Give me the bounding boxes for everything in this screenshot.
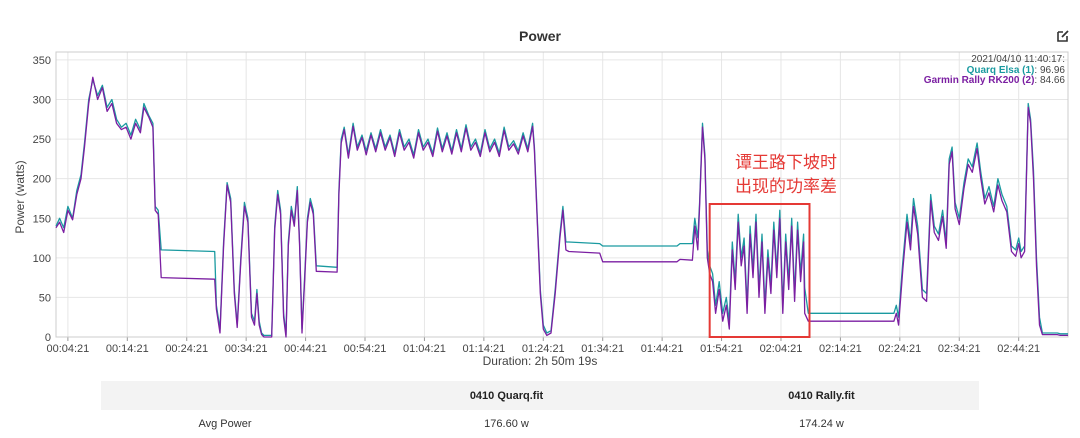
readout: 2021/04/10 11:40:17: Quarq Elsa (1): 96.… <box>924 54 1066 86</box>
x-tick-label: 00:44:21 <box>284 343 327 355</box>
x-tick-label: 01:54:21 <box>700 343 743 355</box>
x-tick-label: 01:44:21 <box>641 343 684 355</box>
readout-timestamp: 2021/04/10 11:40:17: <box>971 54 1065 65</box>
x-tick-label: 00:34:21 <box>225 343 268 355</box>
x-tick-label: 02:24:21 <box>878 343 921 355</box>
readout-quarq-label: Quarq Elsa (1) <box>967 65 1035 76</box>
series-line-rally <box>55 76 1068 338</box>
stats-header-quarq: 0410 Quarq.fit <box>349 381 664 410</box>
chart-title: Power <box>519 28 562 44</box>
plot-frame <box>55 51 1069 338</box>
x-tick-label: 01:34:21 <box>581 343 624 355</box>
grid <box>56 52 1068 338</box>
y-tick-label: 250 <box>33 134 51 146</box>
x-axis: 00:04:21 00:14:21 00:24:21 00:34:21 00:44:21… <box>46 337 1040 355</box>
x-tick-label: 00:04:21 <box>46 343 89 355</box>
stats-header-rally: 0410 Rally.fit <box>664 381 979 410</box>
y-axis-label: Power (watts) <box>13 160 27 233</box>
stats-header-empty <box>101 381 349 410</box>
stats-quarq-value: 176.60 w <box>484 418 529 430</box>
x-tick-label: 00:14:21 <box>106 343 149 355</box>
x-tick-label: 02:44:21 <box>997 343 1040 355</box>
readout-rally-label: Garmin Rally RK200 (2) <box>924 75 1035 86</box>
x-tick-label: 00:54:21 <box>344 343 387 355</box>
x-tick-label: 01:24:21 <box>522 343 565 355</box>
stats-table: 0410 Quarq.fit 0410 Rally.fit Avg Power … <box>101 381 979 438</box>
y-tick-label: 150 <box>33 213 51 225</box>
stats-header-row: 0410 Quarq.fit 0410 Rally.fit <box>101 381 979 410</box>
x-tick-label: 02:04:21 <box>760 343 803 355</box>
y-tick-label: 200 <box>33 174 51 186</box>
annotation: 谭王路下坡时 出现的功率差 <box>708 153 837 338</box>
readout-rally-value: : 84.66 <box>1034 75 1065 86</box>
annotation-box <box>708 203 811 338</box>
readout-quarq: Quarq Elsa (1): 96.96 <box>967 65 1066 76</box>
series-layer <box>55 76 1068 338</box>
y-tick-label: 0 <box>45 332 51 344</box>
y-axis: 0 50 100 150 200 250 300 350 <box>33 55 51 344</box>
x-tick-label: 01:04:21 <box>403 343 446 355</box>
y-tick-label: 50 <box>39 292 51 304</box>
edit-icon[interactable] <box>1056 29 1070 43</box>
annotation-line-2: 出现的功率差 <box>735 177 837 196</box>
x-tick-label: 02:14:21 <box>819 343 862 355</box>
annotation-line-1: 谭王路下坡时 <box>735 153 837 172</box>
table-row: Avg Power 176.60 w 174.24 w <box>101 410 979 438</box>
x-axis-label: Duration: 2h 50m 19s <box>483 354 598 368</box>
x-tick-label: 00:24:21 <box>165 343 208 355</box>
x-tick-label: 01:14:21 <box>462 343 505 355</box>
stats-rally-value: 174.24 w <box>799 418 844 430</box>
y-tick-label: 100 <box>33 253 51 265</box>
readout-quarq-value: : 96.96 <box>1034 65 1065 76</box>
y-tick-label: 350 <box>33 55 51 67</box>
x-tick-label: 02:34:21 <box>938 343 981 355</box>
stats-row-label: Avg Power <box>198 418 252 430</box>
y-tick-label: 300 <box>33 95 51 107</box>
readout-rally: Garmin Rally RK200 (2): 84.66 <box>924 75 1066 86</box>
